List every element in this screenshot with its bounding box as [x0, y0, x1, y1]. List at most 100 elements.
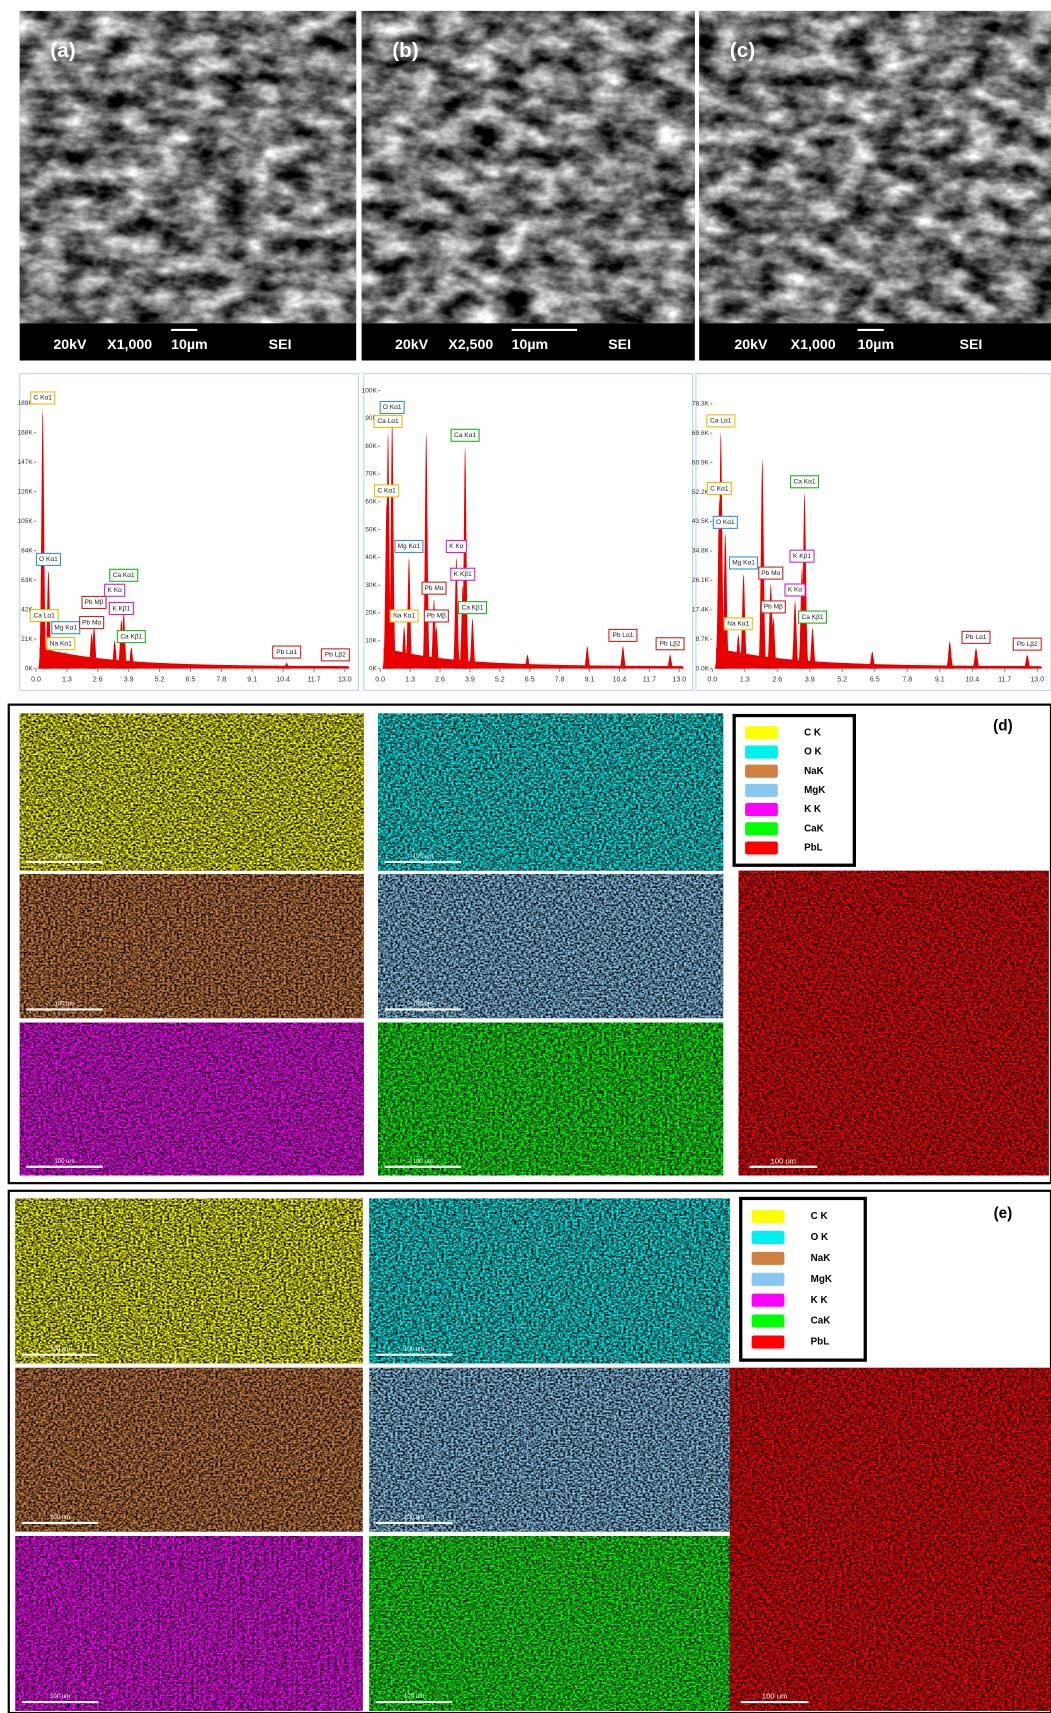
y-tick-label: 50K	[365, 526, 377, 533]
legend-label: NaK	[804, 766, 824, 777]
y-tick-label: 34.8K	[692, 548, 710, 555]
x-tick-label: 10.4	[613, 675, 627, 683]
x-tick-label: 13.0	[672, 675, 686, 683]
scale-bar-label: 100 um	[54, 854, 74, 860]
legend-label: C K	[811, 1211, 828, 1222]
sem-info: X2,500	[448, 337, 493, 353]
scale-bar-label: 100 um	[50, 1347, 70, 1353]
sem-info: 20kV	[395, 337, 429, 353]
scale-bar-label: 100 um	[413, 854, 433, 860]
panel-label: (b)	[392, 39, 419, 62]
x-tick-label: 5.2	[837, 675, 847, 683]
legend-label: MgK	[811, 1274, 832, 1285]
figure: (a) 20kV X1,000 10µm SEI (b) 20kV X2,500 10µm SEI…	[0, 0, 1051, 1713]
x-tick-label: 7.8	[555, 675, 565, 683]
legend-swatch	[752, 1252, 785, 1265]
legend-swatch	[752, 1210, 785, 1223]
peak-label: Pb Lβ2	[325, 652, 346, 659]
x-tick-label: 0.0	[707, 675, 717, 683]
sem-info: X1,000	[107, 337, 152, 353]
y-tick-label: 40K	[365, 554, 377, 561]
scale-bar-label: 100 um	[413, 1002, 433, 1008]
peak-label: Pb Mα	[425, 585, 444, 592]
x-tick-label: 11.7	[643, 675, 656, 683]
scale-bar-label: 100 um	[771, 1156, 796, 1165]
x-tick-label: 9.1	[935, 675, 945, 683]
x-tick-label: 7.8	[216, 675, 226, 683]
scale-bar-label: 100 um	[762, 1692, 787, 1701]
x-tick-label: 13.0	[1030, 675, 1044, 683]
peak-label: Ca Lα1	[377, 418, 399, 425]
legend-swatch	[745, 841, 778, 854]
peak-label: K Kβ1	[793, 553, 811, 560]
peak-label: Ca Kα1	[454, 432, 476, 439]
y-tick-label: 100K	[362, 387, 378, 394]
x-tick-label: 10.4	[276, 675, 290, 683]
legend-swatch	[745, 784, 778, 797]
peak-label: K Kβ1	[112, 605, 130, 612]
peak-label: C Kα1	[710, 485, 729, 492]
spectrum-frame	[696, 374, 1051, 691]
x-tick-label: 1.3	[740, 675, 750, 683]
peak-label: Pb Mα	[82, 619, 101, 626]
scale-bar-label: 100 um	[404, 1694, 424, 1700]
legend-swatch	[745, 726, 778, 739]
y-tick-label: 20K	[365, 610, 377, 617]
scale-bar-label: 100 um	[404, 1515, 424, 1521]
peak-label: Pb Lβ2	[1017, 641, 1038, 648]
peak-label: Ca Kα1	[113, 572, 135, 579]
x-tick-label: 13.0	[338, 675, 352, 683]
y-tick-label: 0K	[369, 665, 378, 672]
legend-label: K K	[811, 1295, 828, 1306]
sem-info: 10µm	[171, 337, 208, 353]
y-tick-label: 17.4K	[692, 606, 710, 613]
peak-label: Ca Lα1	[34, 612, 56, 619]
legend-label: NaK	[811, 1253, 831, 1264]
x-tick-label: 7.8	[902, 675, 912, 683]
scale-bar-label: 100 um	[50, 1515, 70, 1521]
x-tick-label: 3.9	[124, 675, 134, 683]
x-tick-label: 5.2	[155, 675, 165, 683]
scale-bar-label: 100 um	[54, 1159, 74, 1165]
sem-info: SEI	[608, 337, 631, 353]
y-tick-label: 63K	[21, 577, 33, 584]
peak-label: Pb Mβ	[764, 604, 783, 611]
panel-label: (d)	[993, 718, 1013, 735]
peak-label: Ca Kβ1	[802, 614, 824, 621]
legend-label: CaK	[804, 823, 824, 834]
x-tick-label: 11.7	[307, 675, 320, 683]
y-tick-label: 147K	[17, 459, 33, 466]
peak-label: K Kα	[449, 543, 464, 550]
scale-bar-label: 100 um	[50, 1694, 70, 1700]
x-tick-label: 0.0	[31, 675, 41, 683]
panel-label: (a)	[50, 39, 75, 62]
peak-label: Ca Kβ1	[461, 604, 483, 611]
legend-swatch	[745, 803, 778, 816]
legend-swatch	[752, 1273, 785, 1286]
peak-label: Mg Kα1	[732, 560, 755, 567]
x-tick-label: 2.6	[93, 675, 103, 683]
y-tick-label: 10K	[365, 638, 377, 645]
x-tick-label: 6.5	[186, 675, 196, 683]
y-tick-label: 70K	[365, 471, 377, 478]
y-tick-label: 0.0K	[696, 665, 710, 672]
y-tick-label: 105K	[17, 518, 33, 525]
sem-info: 20kV	[734, 337, 768, 353]
x-tick-label: 9.1	[247, 675, 257, 683]
peak-label: Pb Lα1	[276, 649, 297, 656]
x-tick-label: 1.3	[405, 675, 415, 683]
sem-info: SEI	[960, 337, 983, 353]
x-tick-label: 0.0	[375, 675, 385, 683]
peak-label: Na Kα1	[727, 621, 749, 628]
x-tick-label: 6.5	[870, 675, 880, 683]
x-tick-label: 11.7	[998, 675, 1011, 683]
legend-swatch	[752, 1294, 785, 1307]
y-tick-label: 168K	[17, 429, 33, 436]
scale-bar-label: 100 um	[54, 1002, 74, 1008]
legend-label: C K	[804, 727, 821, 738]
sem-info: 10µm	[858, 337, 895, 353]
y-tick-label: 8.7K	[696, 636, 710, 643]
legend-swatch	[745, 745, 778, 758]
legend-label: O K	[804, 747, 821, 758]
peak-label: K Kα	[108, 587, 123, 594]
